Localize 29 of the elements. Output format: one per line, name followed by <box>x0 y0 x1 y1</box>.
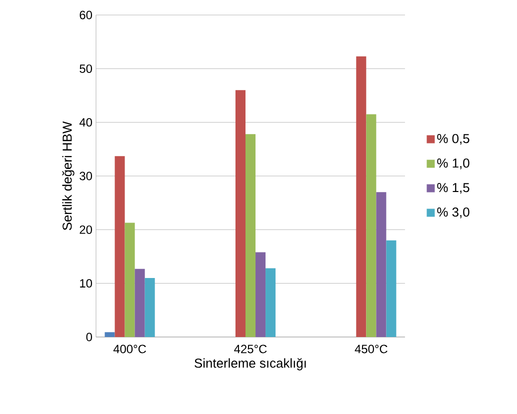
bar <box>356 56 366 337</box>
x-tick-label: 450°C <box>354 344 388 354</box>
bar <box>256 252 266 337</box>
bar <box>386 240 396 337</box>
legend-label: % 3,0 <box>437 207 470 218</box>
bar <box>235 90 246 337</box>
bar <box>114 156 125 337</box>
bar <box>134 268 145 337</box>
legend-label: % 1,5 <box>437 183 470 194</box>
legend-label: % 0,5 <box>437 134 470 145</box>
bar <box>144 278 155 337</box>
x-tick-label: 425°C <box>234 344 267 354</box>
y-tick-label: 40 <box>79 118 92 127</box>
y-tick-label: 10 <box>80 279 92 288</box>
y-tick-label: 60 <box>80 10 92 20</box>
y-axis-title: Sertlik değeri HBW <box>62 121 74 230</box>
bar <box>376 192 386 337</box>
bar <box>266 268 276 337</box>
y-tick-label: 0 <box>86 332 92 342</box>
x-axis-title: Sinterleme sıcaklığı <box>194 358 306 370</box>
legend-label: % 1,0 <box>437 158 470 170</box>
bar <box>124 222 135 337</box>
bar <box>104 332 115 337</box>
x-tick-label: 400°C <box>113 344 146 354</box>
bar <box>366 114 376 337</box>
y-tick-label: 30 <box>80 172 92 180</box>
y-tick-label: 20 <box>80 225 92 234</box>
y-tick-label: 50 <box>80 64 92 73</box>
bar <box>245 134 256 337</box>
